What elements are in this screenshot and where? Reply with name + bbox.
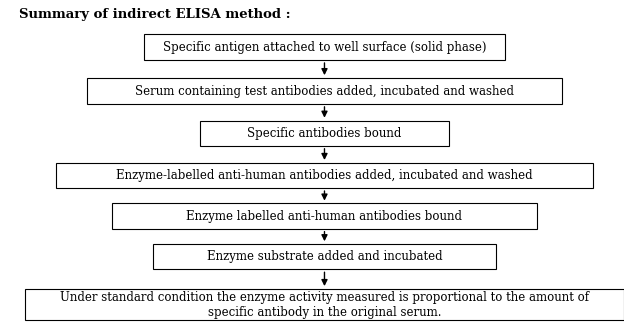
Bar <box>87 78 562 104</box>
Bar <box>200 121 449 146</box>
Bar <box>56 163 593 188</box>
Text: Under standard condition the enzyme activity measured is proportional to the amo: Under standard condition the enzyme acti… <box>60 291 589 318</box>
Bar <box>153 244 496 269</box>
Text: Serum containing test antibodies added, incubated and washed: Serum containing test antibodies added, … <box>135 84 514 98</box>
Text: Enzyme labelled anti-human antibodies bound: Enzyme labelled anti-human antibodies bo… <box>187 210 462 223</box>
Text: Summary of indirect ELISA method :: Summary of indirect ELISA method : <box>19 8 290 21</box>
Bar <box>112 203 537 229</box>
Text: Specific antibodies bound: Specific antibodies bound <box>247 127 402 140</box>
Text: Enzyme substrate added and incubated: Enzyme substrate added and incubated <box>207 250 442 263</box>
Text: Specific antigen attached to well surface (solid phase): Specific antigen attached to well surfac… <box>163 41 486 54</box>
Bar <box>25 289 624 320</box>
Text: Enzyme-labelled anti-human antibodies added, incubated and washed: Enzyme-labelled anti-human antibodies ad… <box>116 169 533 182</box>
Bar <box>144 34 505 60</box>
